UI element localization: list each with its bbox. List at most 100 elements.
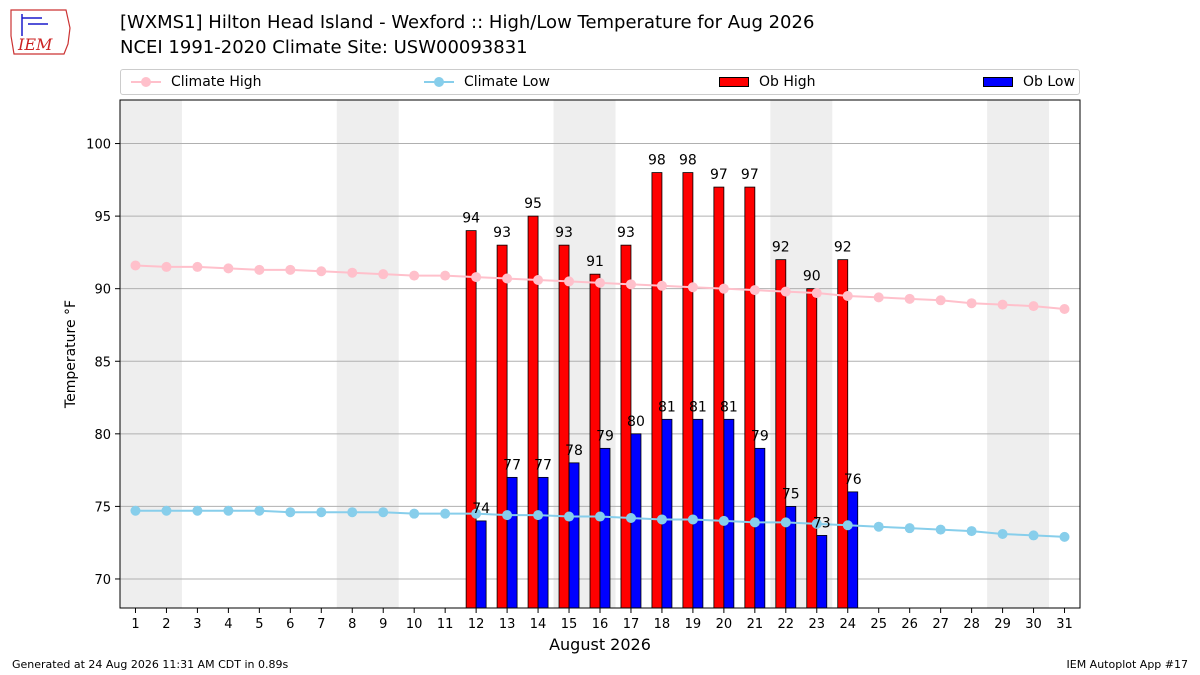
- chart-title: [WXMS1] Hilton Head Island - Wexford :: …: [120, 12, 815, 33]
- weather-station-icon: [21, 14, 48, 36]
- x-tick-label: 18: [654, 617, 671, 632]
- climate-high-point: [502, 273, 513, 284]
- x-tick-label: 23: [809, 617, 826, 632]
- climate-low-point: [409, 508, 420, 519]
- climate-high-point: [966, 298, 977, 309]
- legend-item-ob-low: Ob Low: [983, 70, 1075, 94]
- ob-low-bar: [847, 491, 859, 609]
- iem-logo: IEM: [10, 9, 71, 55]
- climate-high-point: [192, 261, 203, 272]
- climate-low-point: [749, 517, 760, 528]
- ob-low-bar: [661, 418, 673, 609]
- climate-high-point: [254, 264, 265, 275]
- climate-low-point: [873, 521, 884, 532]
- x-tick-label: 2: [162, 617, 170, 632]
- ob-high-bar: [527, 215, 539, 609]
- legend-label-ob-low: Ob Low: [1023, 74, 1075, 90]
- climate-high-point: [904, 293, 915, 304]
- y-axis-label: Temperature °F: [63, 300, 79, 409]
- y-tick-label: 90: [94, 283, 111, 298]
- x-tick-label: 26: [901, 617, 918, 632]
- x-tick-label: 16: [592, 617, 609, 632]
- climate-low-point: [935, 524, 946, 535]
- ob-low-bar: [599, 447, 611, 609]
- ob-high-bar: [496, 244, 508, 609]
- climate-high-line-swatch: [131, 77, 161, 87]
- ob-high-label: 98: [648, 153, 666, 169]
- ob-high-label: 93: [555, 225, 573, 241]
- climate-low-point: [378, 507, 389, 518]
- climate-high-point: [1059, 304, 1070, 315]
- ob-low-label: 74: [472, 501, 490, 517]
- x-tick-label: 19: [685, 617, 702, 632]
- climate-low-point: [687, 514, 698, 525]
- climate-low-point: [718, 515, 729, 526]
- climate-low-point: [625, 513, 636, 524]
- climate-low-point: [440, 508, 451, 519]
- climate-high-point: [1028, 301, 1039, 312]
- ob-low-bar: [568, 462, 580, 609]
- ob-low-label: 78: [565, 443, 583, 459]
- x-tick-label: 12: [468, 617, 485, 632]
- x-tick-label: 13: [499, 617, 516, 632]
- ob-high-bar: [837, 259, 849, 609]
- ob-high-label: 90: [803, 269, 821, 285]
- climate-low-point: [656, 514, 667, 525]
- climate-high-point: [625, 279, 636, 290]
- ob-low-label: 81: [658, 399, 676, 415]
- ob-low-label: 77: [534, 457, 552, 473]
- ob-high-label: 91: [586, 254, 604, 270]
- x-tick-label: 3: [193, 617, 201, 632]
- climate-low-point: [780, 517, 791, 528]
- climate-low-line-swatch: [424, 77, 454, 87]
- ob-low-label: 80: [627, 414, 645, 430]
- climate-low-point: [471, 508, 482, 519]
- climate-low-point: [595, 511, 605, 522]
- climate-low-point: [564, 511, 575, 522]
- climate-low-point: [904, 523, 915, 534]
- footer-app-text: IEM Autoplot App #17: [1066, 658, 1189, 671]
- y-tick-label: 95: [94, 210, 111, 225]
- x-tick-label: 21: [747, 617, 764, 632]
- x-tick-label: 20: [716, 617, 733, 632]
- y-tick-label: 75: [94, 500, 111, 515]
- climate-high-point: [130, 260, 141, 271]
- climate-low-point: [533, 510, 544, 521]
- climate-high-point: [997, 299, 1008, 310]
- plot-frame: [119, 99, 1081, 609]
- climate-high-point: [316, 266, 327, 277]
- climate-high-point: [749, 285, 760, 296]
- climate-low-point: [811, 518, 822, 529]
- ob-high-bar: [465, 230, 477, 609]
- climate-high-point: [223, 263, 234, 274]
- ob-low-bar: [816, 535, 828, 609]
- climate-high-point: [440, 270, 451, 281]
- climate-high-point: [161, 261, 172, 272]
- ob-high-bar: [806, 288, 818, 609]
- climate-low-point: [1028, 530, 1039, 541]
- ob-low-bar: [754, 447, 766, 609]
- climate-high-point: [780, 286, 791, 297]
- ob-high-bar: [682, 172, 694, 609]
- ob-high-swatch: [719, 77, 749, 87]
- weekend-band: [336, 100, 399, 608]
- climate-high-point: [471, 272, 482, 283]
- legend-item-climate-high: Climate High: [131, 70, 262, 94]
- legend-item-climate-low: Climate Low: [424, 70, 550, 94]
- x-tick-label: 4: [224, 617, 232, 632]
- ob-low-bar: [475, 520, 487, 609]
- weekend-band: [987, 100, 1050, 608]
- ob-low-label: 81: [720, 399, 738, 415]
- x-tick-label: 8: [348, 617, 356, 632]
- ob-high-label: 95: [524, 196, 542, 212]
- climate-high-point: [347, 267, 358, 278]
- iowa-outline-icon: [10, 9, 71, 55]
- y-tick-label: 70: [94, 573, 111, 588]
- ob-high-label: 93: [617, 225, 635, 241]
- x-tick-label: 28: [963, 617, 980, 632]
- chart-subtitle: NCEI 1991-2020 Climate Site: USW00093831: [120, 37, 528, 58]
- legend-item-ob-high: Ob High: [719, 70, 816, 94]
- climate-low-point: [1059, 531, 1070, 542]
- climate-high-point: [656, 280, 667, 291]
- x-tick-label: 24: [839, 617, 856, 632]
